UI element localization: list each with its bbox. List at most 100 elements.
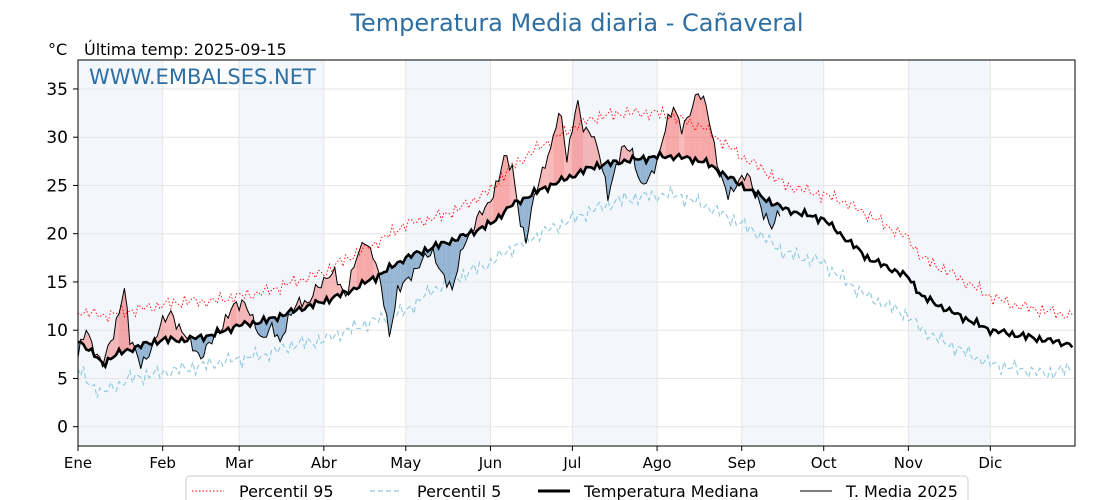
fill-above-median bbox=[665, 114, 669, 158]
fill-below-median bbox=[198, 334, 201, 359]
fill-above-median bbox=[673, 107, 677, 160]
fill-above-median bbox=[553, 128, 557, 185]
y-tick-label: 25 bbox=[46, 176, 68, 196]
fill-below-median bbox=[463, 234, 466, 249]
watermark-text: WWW.EMBALSES.NET bbox=[89, 65, 316, 89]
fill-below-median bbox=[610, 160, 614, 187]
legend-frame bbox=[185, 475, 969, 500]
fill-below-median bbox=[408, 254, 412, 281]
fill-below-median bbox=[760, 195, 764, 220]
fill-above-median bbox=[624, 145, 628, 162]
month-band bbox=[239, 60, 324, 446]
fill-above-median bbox=[575, 100, 578, 178]
legend-p5-label: Percentil 5 bbox=[417, 482, 501, 500]
fill-below-median bbox=[392, 265, 395, 324]
fill-above-median bbox=[247, 309, 251, 327]
fill-below-median bbox=[274, 317, 278, 337]
fill-above-median bbox=[479, 211, 483, 229]
fill-above-median bbox=[627, 149, 630, 163]
fill-below-median bbox=[725, 175, 729, 200]
fill-above-median bbox=[547, 148, 551, 192]
fill-above-median bbox=[542, 167, 546, 189]
fill-below-median bbox=[441, 242, 445, 275]
fill-below-median bbox=[523, 197, 526, 244]
x-tick-label: Jun bbox=[478, 454, 502, 472]
fill-below-median bbox=[640, 155, 644, 185]
fill-below-median bbox=[413, 251, 417, 269]
fill-above-median bbox=[668, 114, 671, 157]
fill-below-median bbox=[258, 322, 262, 337]
legend-t2025-label: T. Media 2025 bbox=[845, 482, 958, 500]
fill-above-median bbox=[244, 302, 248, 324]
fill-above-median bbox=[545, 155, 548, 192]
last-temp-label: Última temp: 2025-09-15 bbox=[84, 40, 287, 59]
fill-above-median bbox=[359, 242, 363, 288]
fill-above-median bbox=[239, 299, 242, 327]
month-band bbox=[741, 60, 824, 446]
fill-below-median bbox=[766, 198, 770, 224]
fill-above-median bbox=[501, 155, 505, 219]
fill-above-median bbox=[116, 313, 119, 355]
fill-above-median bbox=[332, 267, 335, 299]
fill-above-median bbox=[121, 288, 125, 355]
x-tick-label: Feb bbox=[149, 454, 176, 472]
fill-below-median bbox=[209, 334, 212, 344]
fill-above-median bbox=[700, 96, 704, 163]
fill-below-median bbox=[195, 336, 199, 353]
x-tick-label: Sep bbox=[728, 454, 756, 472]
fill-below-median bbox=[771, 204, 775, 229]
fill-below-median bbox=[635, 159, 638, 177]
fill-above-median bbox=[564, 139, 567, 181]
fill-above-median bbox=[681, 121, 685, 159]
x-tick-label: Abr bbox=[311, 454, 338, 472]
fill-above-median bbox=[747, 173, 750, 191]
y-tick-label: 0 bbox=[57, 418, 68, 438]
x-tick-label: Dic bbox=[978, 454, 1002, 472]
fill-above-median bbox=[118, 301, 122, 355]
fill-below-median bbox=[146, 342, 150, 360]
series-p5-line bbox=[77, 185, 1073, 399]
fill-above-median bbox=[744, 173, 748, 191]
fill-above-median bbox=[230, 303, 234, 333]
fill-above-median bbox=[487, 201, 491, 224]
fill-above-median bbox=[670, 107, 674, 160]
x-tick-label: Jul bbox=[562, 454, 581, 472]
y-tick-label: 10 bbox=[46, 321, 68, 341]
fill-above-median bbox=[241, 299, 245, 326]
fill-below-median bbox=[454, 240, 458, 280]
fill-above-median bbox=[588, 131, 592, 168]
fill-above-median bbox=[703, 96, 707, 163]
fill-above-median bbox=[170, 310, 174, 339]
fill-above-median bbox=[321, 277, 324, 304]
x-axis-ticks: Ene Feb Mar Abr May Jun Jul Ago Sep Oct Nov Dic bbox=[64, 446, 1002, 472]
fill-below-median bbox=[138, 345, 141, 369]
fill-above-median bbox=[692, 94, 696, 164]
fill-below-median bbox=[651, 156, 655, 174]
fill-below-median bbox=[411, 253, 414, 281]
fill-above-median bbox=[168, 310, 171, 343]
plot-frame bbox=[77, 59, 1076, 447]
fill-above-median bbox=[689, 106, 693, 164]
fill-above-median bbox=[509, 165, 513, 207]
y-tick-label: 20 bbox=[46, 225, 68, 245]
fill-above-median bbox=[110, 339, 114, 360]
fill-below-median bbox=[460, 234, 464, 251]
fill-above-median bbox=[225, 314, 229, 331]
x-tick-label: Ene bbox=[64, 454, 92, 472]
fill-above-median bbox=[687, 115, 690, 159]
fill-above-median bbox=[482, 207, 485, 230]
fill-above-median bbox=[108, 341, 111, 360]
fill-above-median bbox=[561, 116, 565, 181]
fill-above-median bbox=[662, 131, 666, 158]
fill-above-median bbox=[684, 117, 688, 158]
y-axis-ticks: 0 5 10 15 20 25 30 35 bbox=[46, 80, 78, 438]
fill-below-median bbox=[255, 323, 259, 334]
series-2025-line bbox=[77, 93, 781, 369]
fill-above-median bbox=[577, 100, 581, 174]
x-tick-label: Mar bbox=[225, 454, 254, 472]
y-tick-label: 30 bbox=[46, 128, 68, 148]
month-band bbox=[78, 60, 163, 446]
series-median-line bbox=[77, 149, 1074, 370]
fill-below-median bbox=[280, 313, 283, 342]
